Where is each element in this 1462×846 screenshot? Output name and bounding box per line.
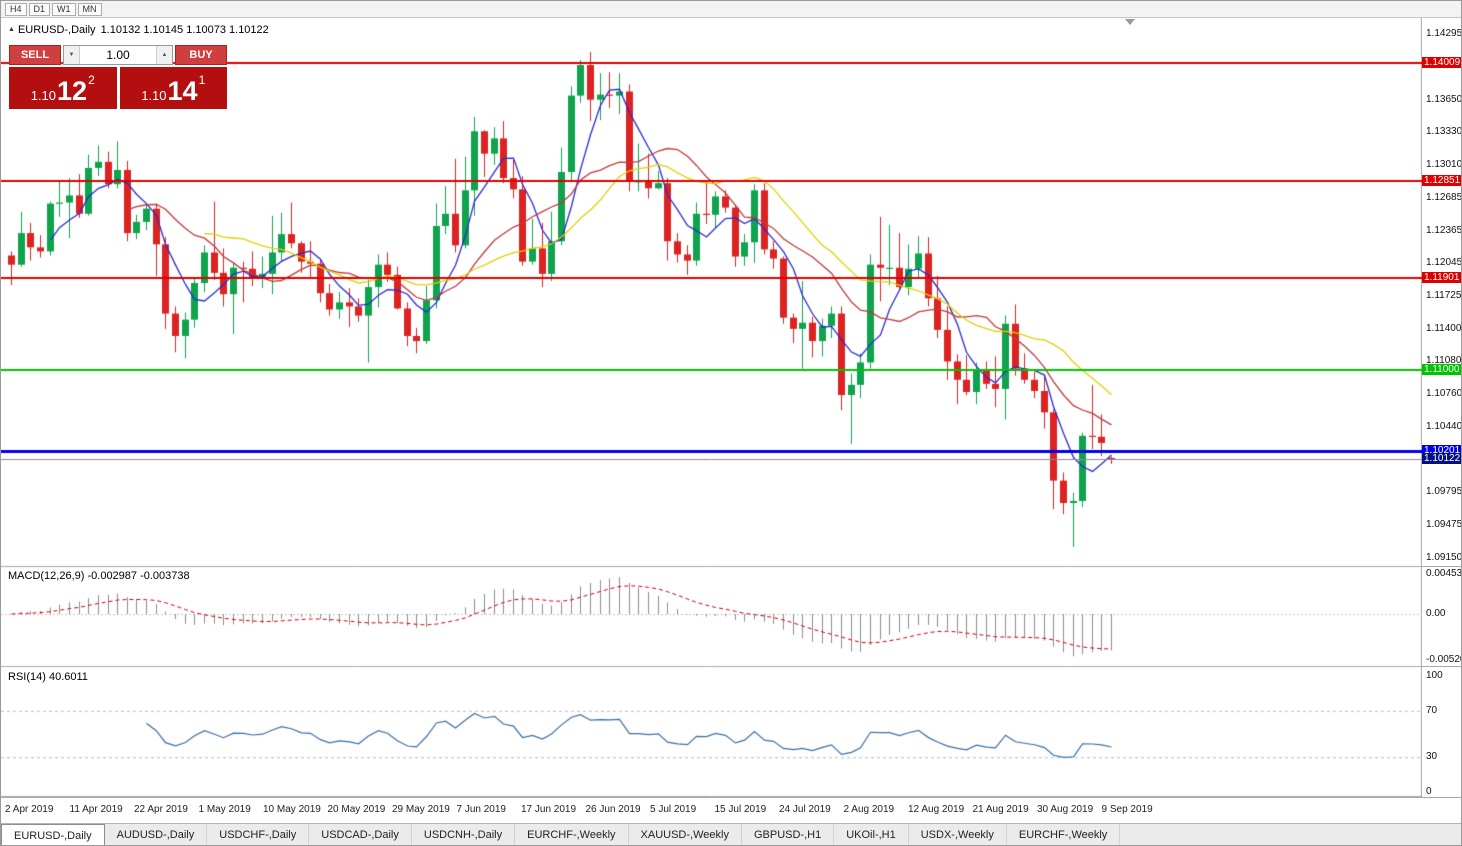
rsi-scale-label: 70 xyxy=(1426,704,1438,716)
macd-scale-label: 0.00 xyxy=(1426,608,1446,620)
price-scale-label: 1.12685 xyxy=(1426,191,1462,203)
price-scale-label: 1.13650 xyxy=(1426,93,1462,105)
date-axis-label: 26 Jun 2019 xyxy=(585,804,641,815)
sell-price-prefix: 1.10 xyxy=(30,88,57,103)
price-scale-label: 1.09795 xyxy=(1426,486,1462,498)
date-axis-label: 10 May 2019 xyxy=(263,804,321,815)
one-click-trading-panel: SELL ▼ 1.00 ▲ BUY 1.10 12 2 1.10 14 1 xyxy=(9,45,227,109)
date-axis-label: 22 Apr 2019 xyxy=(134,804,188,815)
price-scale: 1.14295 1.13650 1.13330 1.13010 1.12685 1.123… xyxy=(1422,18,1462,797)
buy-price-box[interactable]: 1.10 14 1 xyxy=(119,67,227,109)
price-scale-label: 1.12365 xyxy=(1426,224,1462,236)
one-click-collapse-icon[interactable]: ▲ xyxy=(8,26,15,33)
timeframe-toolbar: H4 D1 W1 MN xyxy=(1,1,1461,18)
date-axis-label: 9 Sep 2019 xyxy=(1101,804,1153,815)
price-scale-label: 1.09475 xyxy=(1426,518,1462,530)
volume-control: ▼ 1.00 ▲ xyxy=(63,45,173,65)
macd-scale-label: -0.005205 xyxy=(1426,654,1461,665)
chart-title: ▲ EURUSD-,Daily 1.10132 1.10145 1.10073 1.… xyxy=(8,24,269,36)
price-scale-label: 1.13010 xyxy=(1426,158,1462,170)
chart-tab-4[interactable]: USDCNH-,Daily xyxy=(412,824,516,845)
chart-tab-10[interactable]: EURCHF-,Weekly xyxy=(1007,824,1121,845)
chart-tab-5[interactable]: EURCHF-,Weekly xyxy=(515,824,629,845)
date-axis-label: 1 May 2019 xyxy=(198,804,251,815)
price-scale-label: 1.14295 xyxy=(1426,28,1462,39)
macd-scale-label: 0.004536 xyxy=(1426,568,1462,579)
chart-tab-2[interactable]: USDCHF-,Daily xyxy=(207,824,310,845)
sell-price-point: 2 xyxy=(88,73,95,87)
date-axis-label: 29 May 2019 xyxy=(392,804,450,815)
buy-button[interactable]: BUY xyxy=(175,45,227,65)
sell-price-pips: 12 xyxy=(57,76,88,106)
date-axis-label: 15 Jul 2019 xyxy=(714,804,767,815)
rsi-name: RSI(14) xyxy=(8,671,46,683)
timeframe-button-mn[interactable]: MN xyxy=(77,2,102,16)
date-axis-label: 30 Aug 2019 xyxy=(1037,804,1094,815)
price-chart[interactable] xyxy=(1,18,1422,797)
macd-name: MACD(12,26,9) xyxy=(8,570,85,582)
price-level-badge: 1.11901 xyxy=(1422,271,1461,283)
price-scale-label: 1.09150 xyxy=(1426,552,1462,563)
date-axis-label: 21 Aug 2019 xyxy=(972,804,1029,815)
price-level-badge: 1.12851 xyxy=(1422,175,1461,187)
date-axis-label: 17 Jun 2019 xyxy=(521,804,577,815)
symbol-period-label: EURUSD-,Daily xyxy=(17,24,96,36)
volume-increase-button[interactable]: ▲ xyxy=(156,46,172,64)
date-axis-label: 2 Apr 2019 xyxy=(5,804,54,815)
price-scale-label: 1.11400 xyxy=(1426,322,1462,334)
date-axis-label: 20 May 2019 xyxy=(327,804,386,815)
volume-input[interactable]: 1.00 xyxy=(106,48,130,62)
price-scale-label: 1.11725 xyxy=(1426,289,1462,301)
rsi-value: 40.6011 xyxy=(48,671,88,683)
buy-price-pips: 14 xyxy=(167,76,198,106)
rsi-scale-label: 30 xyxy=(1426,751,1438,763)
timeframe-button-w1[interactable]: W1 xyxy=(52,2,76,16)
price-scale-label: 1.10760 xyxy=(1426,388,1462,400)
macd-values: -0.002987 -0.003738 xyxy=(87,570,190,582)
price-level-badge: 1.14009 xyxy=(1422,57,1461,69)
date-axis-label: 12 Aug 2019 xyxy=(908,804,965,815)
date-axis: 2 Apr 2019 11 Apr 2019 22 Apr 2019 1 May 20… xyxy=(1,797,1461,823)
price-level-badge: 1.11000 xyxy=(1422,363,1461,375)
price-scale-label: 1.12045 xyxy=(1426,257,1462,269)
chart-tab-3[interactable]: USDCAD-,Daily xyxy=(309,824,412,845)
price-scale-label: 1.10440 xyxy=(1426,420,1462,432)
one-click-top-row: SELL ▼ 1.00 ▲ BUY xyxy=(9,45,227,65)
chart-tab-7[interactable]: GBPUSD-,H1 xyxy=(742,824,835,845)
sell-price-box[interactable]: 1.10 12 2 xyxy=(9,67,117,109)
price-scale-label: 1.13330 xyxy=(1426,126,1462,138)
price-level-badge: 1.10122 xyxy=(1422,453,1461,464)
chart-tab-6[interactable]: XAUUSD-,Weekly xyxy=(629,824,742,845)
sell-button[interactable]: SELL xyxy=(9,45,61,65)
price-scale-label: 1.11080 xyxy=(1426,355,1462,367)
pane-separator xyxy=(1422,566,1461,567)
chart-tab-1[interactable]: AUDUSD-,Daily xyxy=(105,824,208,845)
rsi-indicator-label: RSI(14) 40.6011 xyxy=(8,671,88,683)
chart-tab-bar: EURUSD-,Daily AUDUSD-,Daily USDCHF-,Daily U… xyxy=(1,823,1461,845)
pane-separator xyxy=(1422,666,1461,667)
date-axis-label: 11 Apr 2019 xyxy=(69,804,123,815)
date-axis-label: 2 Aug 2019 xyxy=(843,804,895,815)
date-axis-label: 5 Jul 2019 xyxy=(650,804,697,815)
timeframe-button-d1[interactable]: D1 xyxy=(28,2,51,16)
date-axis-label: 7 Jun 2019 xyxy=(456,804,507,815)
timeframe-button-group: H4 D1 W1 MN xyxy=(5,2,104,16)
rsi-scale-label: 0 xyxy=(1426,786,1432,797)
chart-shift-marker-icon[interactable] xyxy=(1125,19,1135,25)
chart-tab-9[interactable]: USDX-,Weekly xyxy=(909,824,1007,845)
buy-price-point: 1 xyxy=(198,73,206,87)
macd-indicator-label: MACD(12,26,9) -0.002987 -0.003738 xyxy=(8,570,190,582)
chart-tab-0[interactable]: EURUSD-,Daily xyxy=(1,824,105,845)
rsi-scale-label: 100 xyxy=(1426,670,1443,681)
one-click-price-row: 1.10 12 2 1.10 14 1 xyxy=(9,67,227,109)
buy-price-prefix: 1.10 xyxy=(141,88,167,103)
volume-decrease-button[interactable]: ▼ xyxy=(64,46,80,64)
ohlc-readout: 1.10132 1.10145 1.10073 1.10122 xyxy=(100,24,269,36)
date-axis-label: 24 Jul 2019 xyxy=(779,804,831,815)
chart-tab-8[interactable]: UKOil-,H1 xyxy=(834,824,909,845)
timeframe-button-h4[interactable]: H4 xyxy=(5,2,27,16)
price-level-badge: 1.10201 xyxy=(1422,444,1461,456)
